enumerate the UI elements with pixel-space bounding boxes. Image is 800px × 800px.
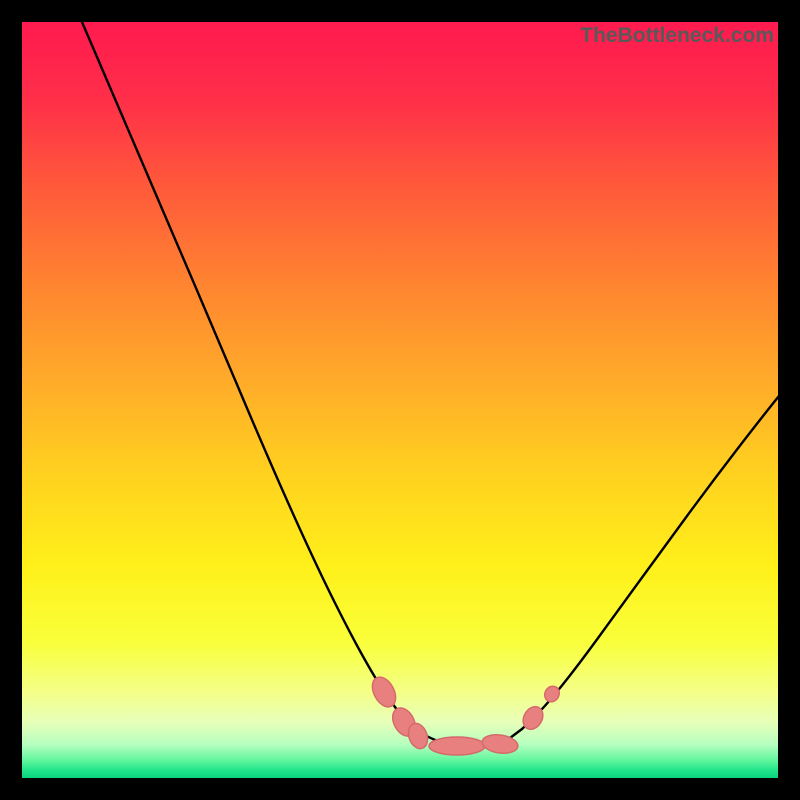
marker-3 [429,737,485,755]
watermark-text: TheBottleneck.com [580,24,774,48]
gradient-background [22,22,778,778]
chart-svg [22,22,778,778]
chart-plot-area [22,22,778,778]
